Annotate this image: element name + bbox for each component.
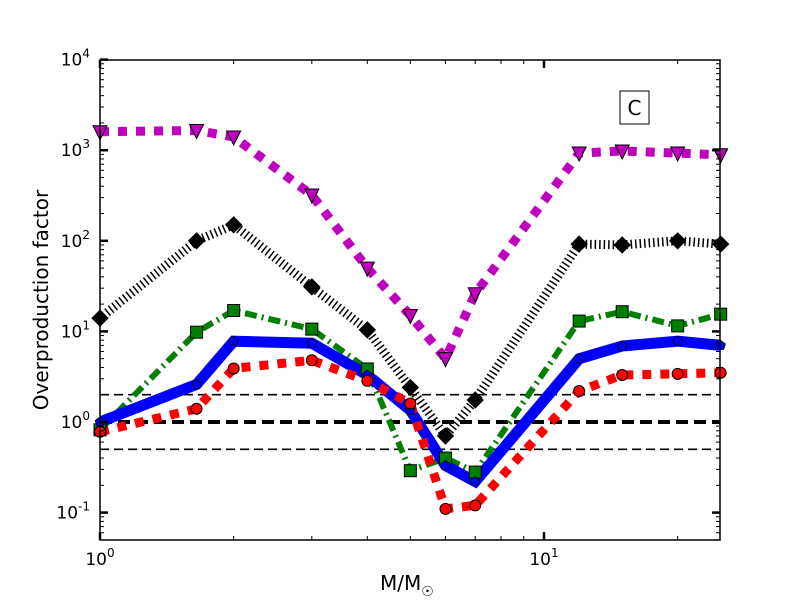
marker-red-7 [469,499,482,512]
marker-green-3 [305,322,319,336]
marker-magenta-1 [188,123,205,140]
y-axis-title: Overproduction factor [29,189,53,410]
marker-magenta-4 [359,261,376,278]
marker-magenta-2 [225,130,242,147]
marker-black-4 [358,321,377,339]
marker-black-6 [436,427,455,445]
marker-magenta-3 [304,188,320,205]
marker-magenta-9 [614,144,630,161]
series-line-magenta [100,125,720,368]
x-axis-title: M/M☉ [380,571,434,600]
marker-red-9 [616,369,629,382]
marker-blue-10 [672,335,683,346]
marker-black-8 [570,235,588,253]
y-tick-label: 101 [61,318,90,342]
marker-red-4 [361,374,374,387]
series-line-blue [100,335,720,489]
marker-black-2 [224,216,243,234]
marker-blue-8 [573,353,585,364]
x-tick-label: 101 [529,546,558,570]
marker-red-1 [190,402,203,415]
y-tick-label: 104 [61,47,90,71]
marker-magenta-6 [437,352,454,368]
marker-red-3 [305,354,318,367]
marker-green-1 [190,325,204,339]
marker-black-10 [668,232,687,250]
y-tick-label: 102 [61,228,90,252]
marker-red-6 [439,502,452,515]
marker-green-10 [671,319,685,333]
marker-red-10 [671,367,684,380]
marker-red-5 [404,397,417,410]
y-tick-label: 100 [61,409,90,433]
marker-green-2 [227,304,241,318]
ticks [98,58,720,541]
marker-black-5 [401,378,420,397]
marker-black-3 [303,278,321,296]
marker-black-1 [187,232,206,250]
y-tick-label: 103 [61,137,90,161]
marker-blue-3 [306,337,318,348]
series-line-black [100,219,720,444]
marker-black-7 [466,391,484,409]
series-markers [91,123,730,515]
marker-black-9 [613,236,631,254]
marker-green-5 [403,464,417,478]
marker-red-2 [227,362,240,375]
marker-green-9 [615,305,629,319]
marker-blue-7 [470,476,481,487]
tick-labels: 10-1 100 101 102 103 104 100 101 [56,47,558,570]
panel-label-box: C [619,90,650,125]
marker-magenta-5 [402,308,419,325]
marker-blue-1 [191,378,202,389]
x-tick-label: 100 [85,546,114,570]
marker-blue-9 [616,340,628,351]
marker-magenta-8 [571,146,587,163]
panel-label: C [628,96,642,120]
marker-blue-2 [228,335,239,346]
marker-blue-6 [440,460,451,471]
marker-green-8 [572,314,586,328]
marker-magenta-7 [467,287,484,303]
series-line-red [100,355,720,514]
y-tick-label: 10-1 [56,500,90,524]
marker-red-8 [573,384,586,397]
marker-magenta-10 [669,146,686,163]
